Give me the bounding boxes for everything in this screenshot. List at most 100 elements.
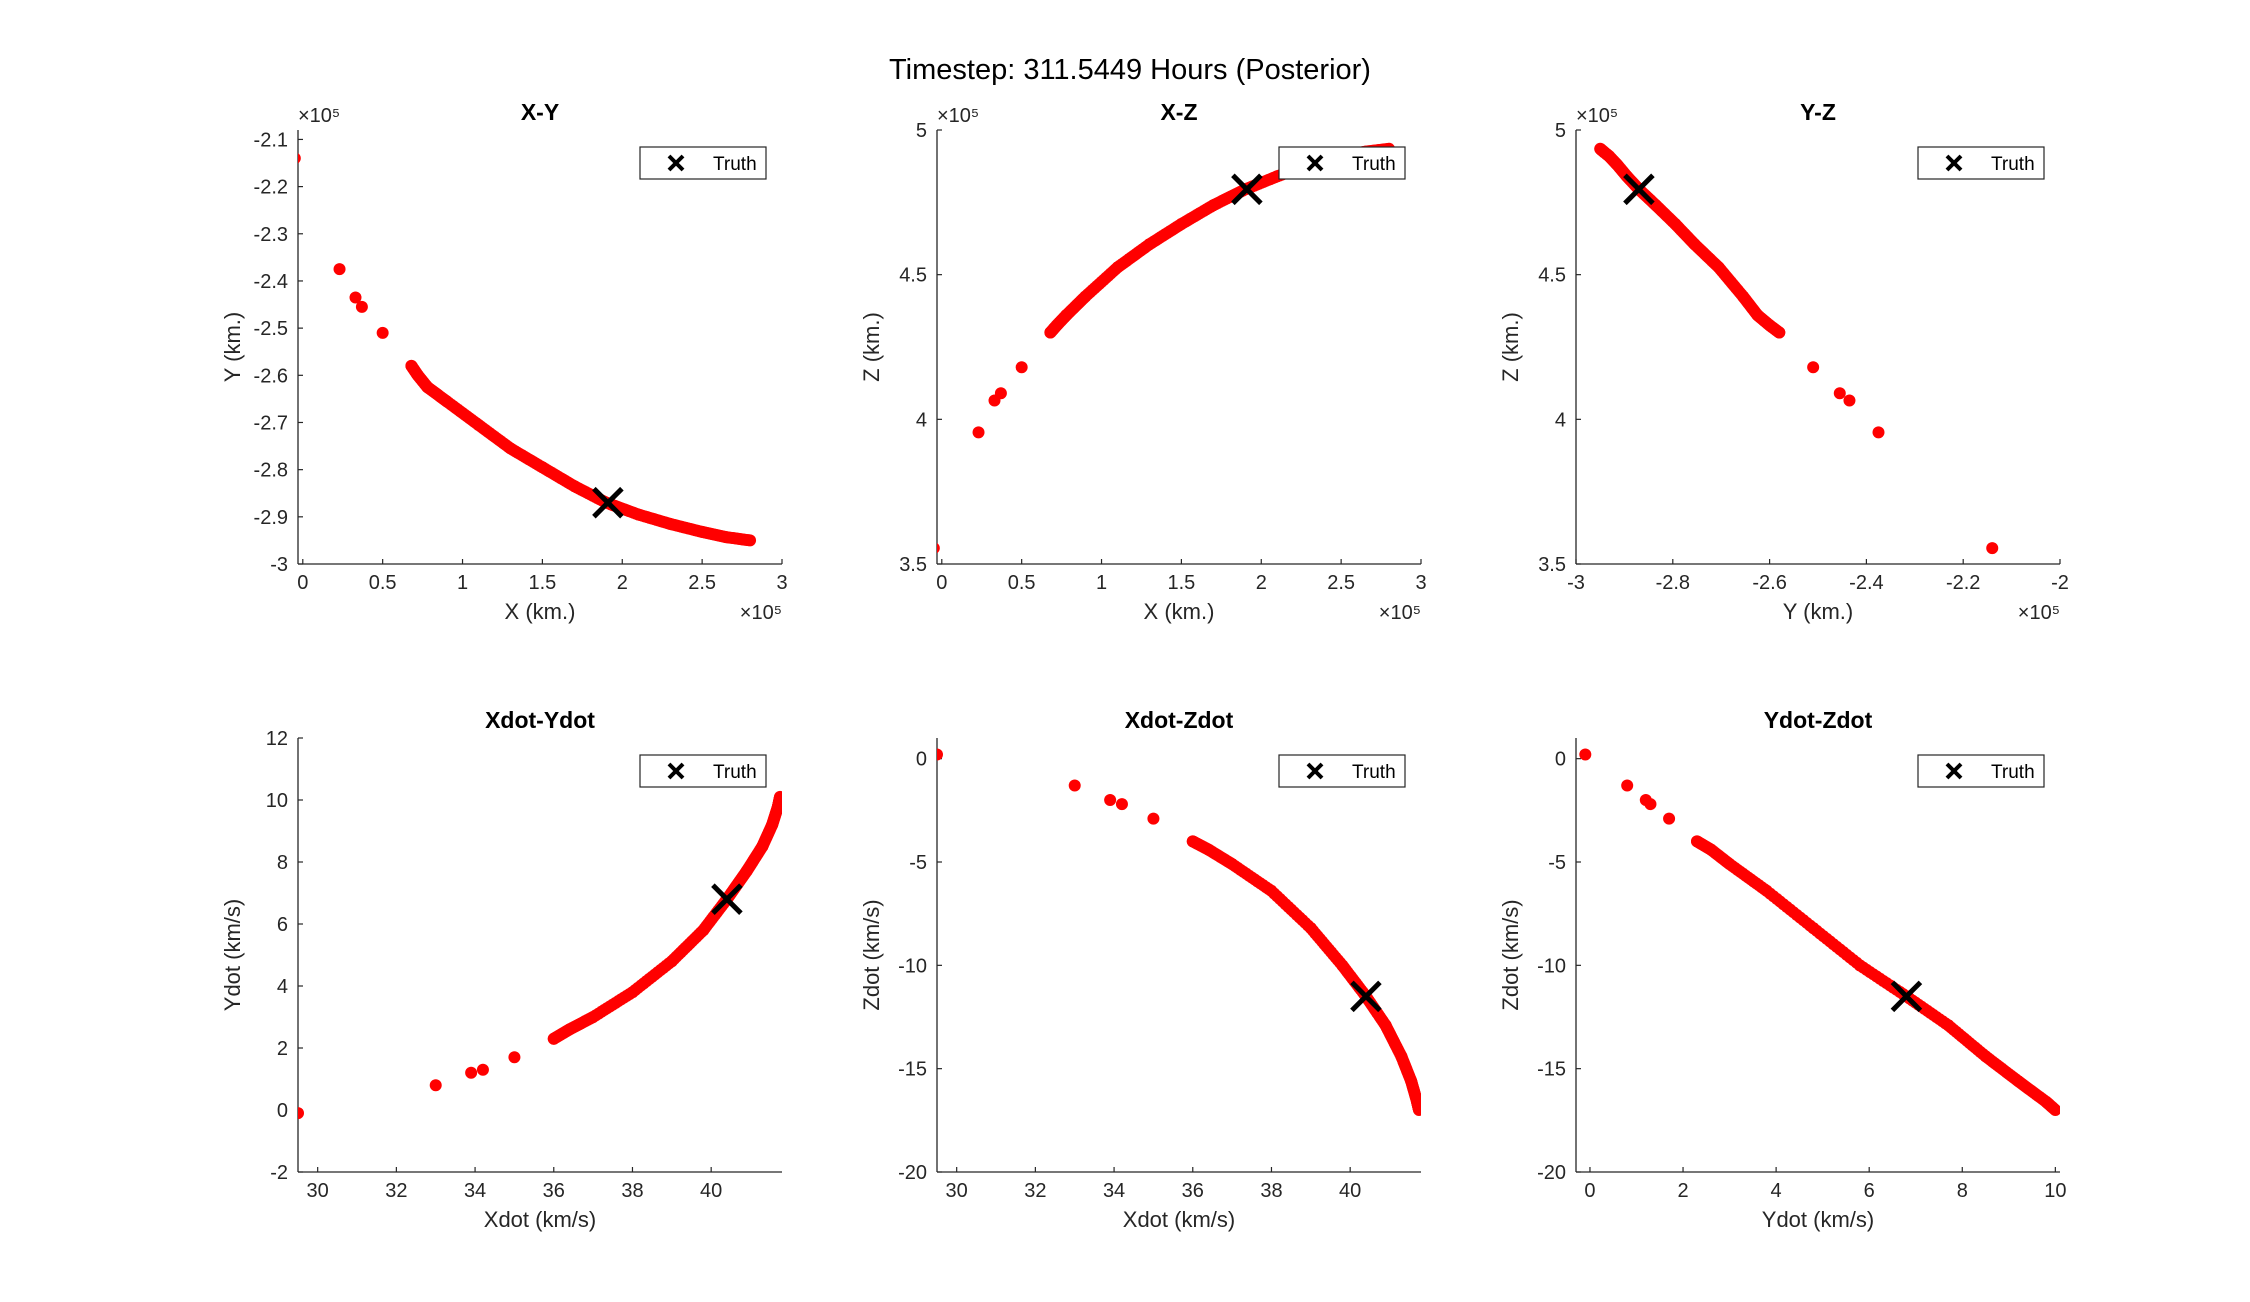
y-tick-label: -20: [898, 1162, 927, 1184]
y-tick-label: -2.4: [254, 271, 288, 293]
legend-marker-icon: [667, 762, 685, 780]
y-axis-label: Z (km.): [1498, 312, 1523, 382]
x-tick-label: 8: [1957, 1180, 1968, 1202]
particle-point: [1942, 1019, 1955, 1032]
y-axis-multiplier: ×10⁵: [298, 105, 340, 127]
x-tick-label: 0.5: [1008, 572, 1036, 594]
x-tick-label: 0: [936, 572, 947, 594]
panel-title: Xdot-Ydot: [485, 707, 595, 733]
particle-point: [349, 291, 362, 304]
legend: Truth: [1917, 754, 2045, 788]
particle-point: [1751, 309, 1764, 322]
particle-point: [440, 395, 453, 408]
particle-point: [298, 1107, 304, 1120]
y-axis-label: Zdot (km/s): [859, 899, 884, 1010]
truth-marker-stroke: [1623, 173, 1655, 206]
particle-point: [1843, 394, 1856, 407]
particle-point: [1395, 1050, 1408, 1063]
x-tick-label: 3: [1415, 572, 1426, 594]
x-tick-label: 36: [1182, 1180, 1204, 1202]
legend-marker-icon: [1306, 762, 1324, 780]
y-tick-label: 3.5: [899, 554, 927, 576]
legend-label: Truth: [1352, 762, 1396, 783]
y-tick-label: -10: [1537, 955, 1566, 977]
x-tick-label: 0: [297, 572, 308, 594]
y-tick-label: -2.2: [254, 177, 288, 199]
x-axis-multiplier: ×10⁵: [740, 602, 782, 624]
x-tick-label: -2.4: [1849, 572, 1883, 594]
legend-box: [1278, 754, 1406, 788]
y-axis-label: Z (km.): [859, 312, 884, 382]
particle-point: [1202, 843, 1215, 856]
panel-title: Ydot-Zdot: [1764, 707, 1873, 733]
x-tick-label: 1: [457, 572, 468, 594]
particle-point: [411, 369, 424, 382]
particle-point: [1712, 261, 1725, 274]
x-tick-label: 2.5: [1327, 572, 1355, 594]
particle-point: [772, 800, 782, 813]
y-tick-label: 4: [1555, 409, 1566, 431]
y-tick-label: -15: [898, 1059, 927, 1081]
particle-point: [756, 840, 769, 853]
particle-point: [626, 986, 639, 999]
chart-panel: -3 -2.8 -2.6 -2.4 -2.2 -2 3.5 4 4.5 5 ×10⁵ ×10⁵ Y-Z Y…: [1498, 99, 2069, 624]
y-axis-label: Ydot (km/s): [220, 899, 245, 1011]
particle-point: [547, 1032, 560, 1045]
x-axis-label: Xdot (km/s): [484, 1207, 596, 1232]
y-tick-label: 0: [277, 1100, 288, 1122]
legend: Truth: [1278, 146, 1406, 180]
particle-group: [1579, 748, 2060, 1116]
y-tick-label: 5: [916, 120, 927, 142]
particle-point: [333, 263, 346, 276]
x-tick-label: 34: [464, 1180, 486, 1202]
x-tick-label: 2: [1677, 1180, 1688, 1202]
particle-point: [1663, 812, 1676, 825]
particle-point: [774, 790, 782, 803]
y-tick-label: 4.5: [1538, 265, 1566, 287]
x-tick-label: 0: [1584, 1180, 1595, 1202]
y-axis-label: Zdot (km/s): [1498, 899, 1523, 1010]
y-tick-label: 12: [266, 728, 288, 750]
particle-point: [994, 387, 1007, 400]
particle-point: [429, 1079, 442, 1092]
x-tick-label: 30: [307, 1180, 329, 1202]
y-tick-label: -3: [270, 554, 288, 576]
panel-title: Y-Z: [1800, 99, 1836, 125]
legend-marker-icon: [1945, 154, 1963, 172]
legend-label: Truth: [1991, 762, 2035, 783]
particle-point: [1147, 812, 1160, 825]
legend-label: Truth: [713, 762, 757, 783]
truth-marker: [592, 486, 624, 519]
legend-marker-icon: [1306, 154, 1324, 172]
particle-point: [1644, 798, 1657, 811]
y-tick-label: -2: [270, 1162, 288, 1184]
y-tick-label: -5: [1548, 852, 1566, 874]
legend: Truth: [1278, 754, 1406, 788]
x-axis-label: X (km.): [505, 599, 576, 624]
particle-point: [2012, 1075, 2025, 1088]
x-tick-label: 10: [2044, 1180, 2066, 1202]
particle-point: [632, 508, 645, 521]
particle-point: [1104, 794, 1117, 806]
particle-point: [1594, 142, 1607, 155]
particle-point: [1226, 858, 1239, 871]
particle-point: [504, 442, 517, 455]
particle-point: [1050, 319, 1063, 332]
y-tick-label: -20: [1537, 1162, 1566, 1184]
truth-marker-stroke: [711, 883, 743, 915]
legend-marker-icon: [667, 154, 685, 172]
figure-title: Timestep: 311.5449 Hours (Posterior): [889, 54, 1371, 86]
y-tick-label: -2.5: [254, 318, 288, 340]
x-tick-label: -2.6: [1752, 572, 1786, 594]
legend-box: [1917, 146, 2045, 180]
particle-point: [1379, 1019, 1392, 1032]
x-tick-label: 32: [1024, 1180, 1046, 1202]
particle-point: [1872, 426, 1885, 439]
particle-point: [1979, 1050, 1992, 1063]
particle-point: [766, 818, 779, 831]
legend-box: [1278, 146, 1406, 180]
x-tick-label: 38: [1260, 1180, 1282, 1202]
x-tick-label: 30: [946, 1180, 968, 1202]
particle-point: [1111, 261, 1124, 274]
